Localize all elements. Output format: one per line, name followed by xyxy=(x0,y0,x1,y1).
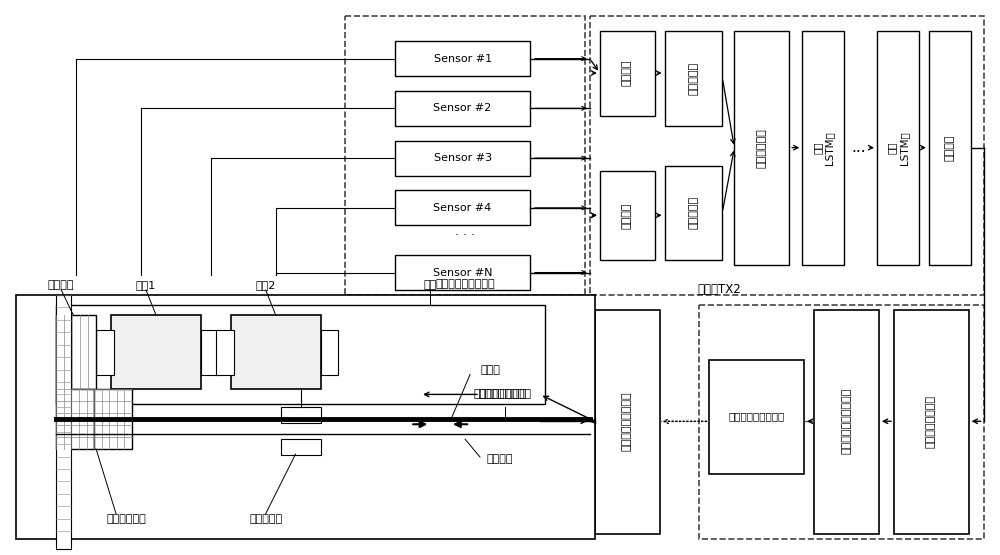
Bar xyxy=(56,305,545,405)
Bar xyxy=(709,360,804,474)
Bar xyxy=(96,330,114,375)
Bar xyxy=(281,407,320,423)
Bar xyxy=(56,390,94,449)
Bar xyxy=(231,315,320,390)
Bar xyxy=(395,190,530,225)
Text: Sensor #2: Sensor #2 xyxy=(433,103,492,113)
Text: 北斗短报文通信功能: 北斗短报文通信功能 xyxy=(728,411,784,421)
Text: 舐机剩余尹命预测: 舐机剩余尹命预测 xyxy=(926,395,936,448)
Text: 飞行调度维修决策: 飞行调度维修决策 xyxy=(478,390,531,400)
Text: 齿轮机构: 齿轮机构 xyxy=(48,280,74,290)
Text: 数据预处理: 数据预处理 xyxy=(688,196,698,229)
Text: Sensor #4: Sensor #4 xyxy=(433,203,492,213)
Text: 舐机剩余尹命预测系统: 舐机剩余尹命预测系统 xyxy=(841,388,851,455)
Text: Sensor #1: Sensor #1 xyxy=(434,54,492,64)
Text: 传感器数据采集单元: 传感器数据采集单元 xyxy=(435,279,495,289)
Text: 限位机构: 限位机构 xyxy=(487,454,513,464)
Bar xyxy=(395,255,530,290)
Bar xyxy=(814,310,879,534)
Bar xyxy=(216,330,234,375)
Bar xyxy=(56,295,71,549)
Text: 地面监测与调度平台: 地面监测与调度平台 xyxy=(622,391,632,451)
Text: 电机2: 电机2 xyxy=(255,280,276,290)
Text: 深度置信网络: 深度置信网络 xyxy=(756,128,766,168)
Bar xyxy=(929,31,971,265)
Bar xyxy=(281,439,320,455)
Text: ...: ... xyxy=(852,140,866,155)
Text: Sensor #3: Sensor #3 xyxy=(434,153,492,163)
Bar xyxy=(595,310,660,534)
Bar xyxy=(395,41,530,76)
Bar xyxy=(665,165,722,260)
Text: 在线数据: 在线数据 xyxy=(622,202,632,229)
Bar xyxy=(201,330,219,375)
Text: · · ·: · · · xyxy=(455,229,475,242)
Text: 双联电位计: 双联电位计 xyxy=(249,514,282,524)
Bar xyxy=(600,170,655,260)
Text: 历史数据: 历史数据 xyxy=(622,60,632,86)
Text: 飞行调度维修决策: 飞行调度维修决策 xyxy=(474,390,526,400)
Bar xyxy=(94,390,132,449)
Bar xyxy=(16,295,595,539)
Text: 模糊
LSTM层: 模糊 LSTM层 xyxy=(887,131,909,164)
Bar xyxy=(699,305,984,539)
Bar xyxy=(894,310,969,534)
Text: 渗轮蜀杆机构: 渗轮蜀杆机构 xyxy=(106,514,146,524)
Text: 输出轴: 输出轴 xyxy=(480,365,500,375)
Bar xyxy=(345,16,585,295)
Text: 数据预处理: 数据预处理 xyxy=(688,62,698,94)
Bar xyxy=(395,140,530,175)
Bar xyxy=(56,315,96,390)
Text: 电机1: 电机1 xyxy=(136,280,156,290)
Text: 壳体: 壳体 xyxy=(424,280,437,290)
Bar xyxy=(600,31,655,116)
Bar xyxy=(734,31,789,265)
Bar xyxy=(590,16,984,295)
Bar xyxy=(111,315,201,390)
Bar xyxy=(665,31,722,126)
Text: 嵌入式TX2: 嵌入式TX2 xyxy=(698,284,741,296)
Text: 全连接层: 全连接层 xyxy=(945,134,955,161)
Text: Sensor #N: Sensor #N xyxy=(433,268,492,278)
Bar xyxy=(877,31,919,265)
Text: 模糊
LSTM层: 模糊 LSTM层 xyxy=(812,131,834,164)
Bar xyxy=(320,330,338,375)
Bar xyxy=(802,31,844,265)
Bar xyxy=(395,91,530,126)
